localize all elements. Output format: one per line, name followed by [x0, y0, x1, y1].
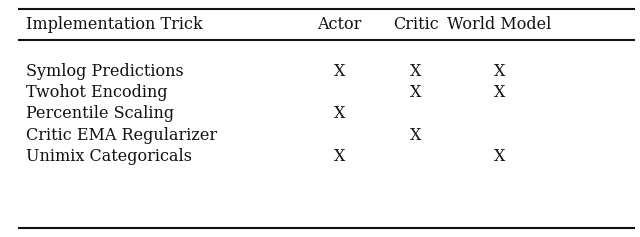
Text: Symlog Predictions: Symlog Predictions [26, 63, 183, 80]
Text: Unimix Categoricals: Unimix Categoricals [26, 148, 191, 165]
Text: X: X [410, 127, 422, 144]
Text: Actor: Actor [317, 16, 362, 33]
Text: Critic: Critic [393, 16, 439, 33]
Text: Twohot Encoding: Twohot Encoding [26, 84, 167, 101]
Text: X: X [333, 148, 345, 165]
Text: X: X [493, 84, 505, 101]
Text: Critic EMA Regularizer: Critic EMA Regularizer [26, 127, 217, 144]
Text: World Model: World Model [447, 16, 552, 33]
Text: X: X [493, 148, 505, 165]
Text: X: X [410, 84, 422, 101]
Text: Implementation Trick: Implementation Trick [26, 16, 202, 33]
Text: Percentile Scaling: Percentile Scaling [26, 105, 173, 122]
Text: X: X [493, 63, 505, 80]
Text: X: X [333, 63, 345, 80]
Text: X: X [410, 63, 422, 80]
Text: X: X [333, 105, 345, 122]
